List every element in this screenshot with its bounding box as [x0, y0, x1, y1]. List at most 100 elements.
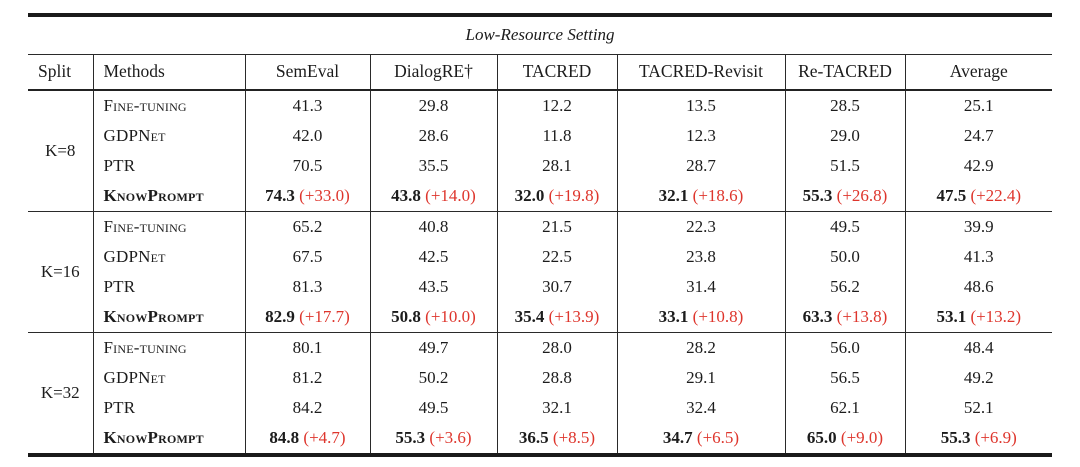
score-value: 41.3 — [292, 96, 323, 115]
score-cell: 35.5 — [370, 151, 498, 181]
score-cell: 29.0 — [785, 121, 906, 151]
score-cell: 31.4 — [617, 272, 786, 302]
score-value: 70.5 — [292, 156, 323, 175]
score-cell: 48.4 — [905, 333, 1052, 364]
score-cell: 43.8 (+14.0) — [370, 181, 498, 212]
score-cell: 28.1 — [497, 151, 618, 181]
score-cell: 36.5 (+8.5) — [497, 423, 618, 455]
score-value: 22.5 — [542, 247, 572, 266]
score-value: 40.8 — [418, 217, 449, 236]
score-cell: 63.3 (+13.8) — [785, 302, 906, 333]
score-value: 48.4 — [963, 338, 994, 357]
column-header-re-tacred: Re-TACRED — [785, 54, 906, 91]
score-cell: 81.2 — [245, 363, 371, 393]
score-cell: 22.3 — [617, 211, 786, 242]
score-cell: 82.9 (+17.7) — [245, 302, 371, 333]
table-row: KnowPrompt 82.9 (+17.7) 50.8 (+10.0) 35.4 (… — [28, 302, 1052, 333]
score-value: 22.3 — [686, 217, 716, 236]
score-value: 55.3 — [802, 186, 833, 205]
score-cell: 28.6 — [370, 121, 498, 151]
score-value: 13.5 — [686, 96, 716, 115]
delta-value: (+17.7) — [294, 307, 350, 326]
score-value: 28.2 — [686, 338, 716, 357]
score-cell: 13.5 — [617, 90, 786, 121]
score-cell: 43.5 — [370, 272, 498, 302]
table-row: K=32 Fine-tuning 80.1 49.7 28.0 28.2 56.0 48.4 — [28, 332, 1052, 455]
score-cell: 42.0 — [245, 121, 371, 151]
score-cell: 53.1 (+13.2) — [905, 302, 1052, 333]
method-name: GDPNet — [93, 121, 246, 151]
score-cell: 48.6 — [905, 272, 1052, 302]
score-value: 28.6 — [418, 126, 449, 145]
score-value: 56.5 — [830, 368, 860, 387]
score-value: 47.5 — [936, 186, 967, 205]
score-cell: 41.3 — [905, 242, 1052, 272]
score-value: 48.6 — [963, 277, 994, 296]
score-cell: 47.5 (+22.4) — [905, 181, 1052, 212]
score-cell: 12.2 — [497, 90, 618, 121]
delta-value: (+4.7) — [299, 428, 346, 447]
method-name: Fine-tuning — [93, 211, 246, 242]
score-value: 29.0 — [830, 126, 860, 145]
table-title: Low-Resource Setting — [28, 15, 1053, 55]
group-k16: K=16 Fine-tuning 65.2 40.8 21.5 22.3 49.5 39.9 G… — [28, 211, 1053, 333]
score-value: 35.5 — [418, 156, 449, 175]
score-value: 32.1 — [658, 186, 689, 205]
score-cell: 84.8 (+4.7) — [245, 423, 371, 455]
score-cell: 55.3 (+6.9) — [905, 423, 1052, 455]
score-value: 34.7 — [662, 428, 693, 447]
table-row: K=8 Fine-tuning 41.3 29.8 12.2 13.5 28.5 25.1 — [28, 90, 1052, 212]
score-cell: 49.5 — [370, 393, 498, 423]
table-row: PTR 81.3 43.5 30.7 31.4 56.2 48.6 — [28, 272, 1052, 302]
score-value: 51.5 — [830, 156, 860, 175]
score-cell: 32.0 (+19.8) — [497, 181, 618, 212]
score-cell: 70.5 — [245, 151, 371, 181]
score-value: 55.3 — [395, 428, 426, 447]
method-name: KnowPrompt — [93, 302, 246, 333]
score-cell: 49.2 — [905, 363, 1052, 393]
delta-value: (+18.6) — [688, 186, 744, 205]
score-value: 24.7 — [963, 126, 994, 145]
score-cell: 29.1 — [617, 363, 786, 393]
column-header-tacred-revisit: TACRED-Revisit — [617, 54, 786, 91]
group-k32: K=32 Fine-tuning 80.1 49.7 28.0 28.2 56.0 48.4 G… — [28, 332, 1052, 455]
method-name: KnowPrompt — [93, 423, 246, 455]
score-value: 84.2 — [292, 398, 323, 417]
score-value: 11.8 — [542, 126, 572, 145]
score-cell: 11.8 — [497, 121, 618, 151]
column-header-average: Average — [905, 54, 1053, 91]
delta-value: (+14.0) — [420, 186, 476, 205]
delta-value: (+8.5) — [548, 428, 596, 447]
score-cell: 65.2 — [245, 211, 371, 242]
score-cell: 62.1 — [785, 393, 906, 423]
score-cell: 41.3 — [245, 90, 371, 121]
delta-value: (+13.8) — [832, 307, 888, 326]
score-value: 84.8 — [269, 428, 300, 447]
table-row: KnowPrompt 84.8 (+4.7) 55.3 (+3.6) 36.5 (+8… — [28, 423, 1052, 455]
score-cell: 32.1 (+18.6) — [617, 181, 786, 212]
score-cell: 30.7 — [497, 272, 618, 302]
score-cell: 55.3 (+3.6) — [370, 423, 498, 455]
delta-value: (+10.8) — [688, 307, 744, 326]
score-value: 49.7 — [418, 338, 449, 357]
delta-value: (+9.0) — [836, 428, 884, 447]
method-name: PTR — [93, 393, 246, 423]
column-header-semeval: SemEval — [245, 54, 371, 91]
table-row: GDPNet 81.2 50.2 28.8 29.1 56.5 49.2 — [28, 363, 1052, 393]
score-value: 42.9 — [963, 156, 994, 175]
score-cell: 40.8 — [370, 211, 498, 242]
score-cell: 29.8 — [370, 90, 498, 121]
score-value: 52.1 — [963, 398, 994, 417]
delta-value: (+33.0) — [294, 186, 350, 205]
score-value: 49.2 — [963, 368, 994, 387]
score-value: 42.0 — [292, 126, 323, 145]
method-name: Fine-tuning — [93, 332, 246, 363]
table-row: KnowPrompt 74.3 (+33.0) 43.8 (+14.0) 32.0 (… — [28, 181, 1052, 212]
delta-value: (+26.8) — [832, 186, 888, 205]
score-cell: 50.0 — [785, 242, 906, 272]
score-cell: 32.1 — [497, 393, 618, 423]
score-cell: 65.0 (+9.0) — [785, 423, 906, 455]
delta-value: (+6.9) — [970, 428, 1017, 447]
delta-value: (+22.4) — [966, 186, 1022, 205]
table-row: GDPNet 67.5 42.5 22.5 23.8 50.0 41.3 — [28, 242, 1052, 272]
